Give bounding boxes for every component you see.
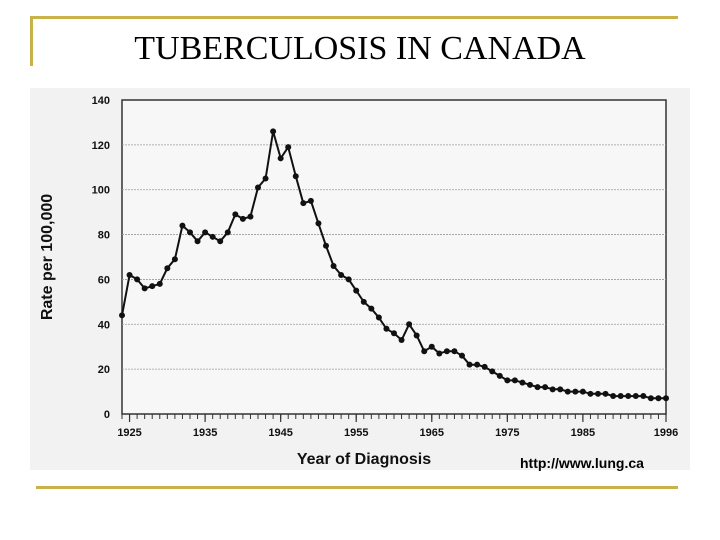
data-point: [232, 211, 239, 218]
x-tick-label: 1965: [420, 427, 444, 439]
slide-title: TUBERCULOSIS IN CANADA: [134, 30, 586, 67]
data-point: [338, 271, 345, 278]
data-point: [602, 390, 609, 397]
x-tick-label: 1975: [495, 427, 519, 439]
data-point: [277, 155, 284, 162]
y-tick-label: 40: [98, 319, 110, 331]
data-point: [406, 321, 413, 328]
data-point: [262, 175, 269, 182]
data-point: [375, 314, 382, 321]
data-point: [451, 348, 458, 355]
data-point: [292, 173, 299, 180]
data-point: [459, 352, 465, 359]
source-url: http://www.lung.ca: [520, 455, 644, 471]
data-point: [534, 384, 541, 391]
data-point: [428, 343, 435, 350]
data-point: [179, 222, 186, 229]
y-axis-title: Rate per 100,000: [39, 194, 56, 320]
data-point: [239, 215, 246, 222]
data-point: [330, 262, 337, 269]
y-tick-label: 80: [98, 230, 110, 242]
y-tick-label: 60: [98, 274, 110, 286]
data-point: [443, 348, 450, 355]
data-point: [360, 298, 367, 305]
data-point: [413, 332, 420, 339]
x-tick-label: 1996: [654, 427, 678, 439]
data-point: [224, 229, 231, 236]
data-point: [519, 379, 526, 386]
data-point: [572, 388, 579, 395]
y-tick-label: 20: [98, 364, 110, 376]
data-point: [617, 393, 624, 400]
data-point: [663, 395, 669, 402]
data-point: [587, 390, 594, 397]
x-tick-label: 1945: [268, 427, 292, 439]
data-point: [610, 393, 617, 400]
data-point: [391, 330, 397, 337]
data-point: [353, 287, 360, 294]
y-tick-label: 0: [104, 409, 110, 421]
plot-frame: [121, 99, 667, 415]
data-point: [655, 395, 662, 402]
data-point: [149, 283, 156, 290]
data-point: [398, 336, 405, 343]
data-point: [640, 393, 647, 400]
data-point: [141, 285, 148, 292]
x-tick-label: 1935: [193, 427, 217, 439]
data-point: [270, 128, 277, 135]
data-point: [368, 305, 375, 312]
data-point: [511, 377, 518, 384]
top-rule: [30, 16, 678, 19]
tb-line-chart: 0 20 40 60 80 100 120 140 1925 1935 1945 1955 1965 19…: [39, 95, 678, 468]
x-axis-title: Year of Diagnosis: [297, 451, 431, 468]
data-point: [194, 238, 201, 245]
data-point: [255, 184, 261, 191]
data-point: [436, 350, 443, 357]
data-point: [579, 388, 586, 395]
x-tick-label: 1955: [344, 427, 368, 439]
data-point: [595, 390, 601, 397]
data-point: [504, 377, 511, 384]
bottom-rule: [36, 486, 678, 489]
data-point: [119, 312, 125, 319]
data-point: [285, 144, 292, 151]
data-point: [315, 220, 322, 227]
data-point: [489, 368, 496, 375]
y-tick-label: 140: [92, 95, 110, 107]
data-point: [247, 213, 254, 220]
x-tick-label: 1925: [117, 427, 141, 439]
data-point: [164, 265, 171, 272]
data-point: [202, 229, 209, 236]
data-point: [209, 233, 216, 240]
left-rule: [30, 16, 33, 66]
y-tick-label: 120: [92, 140, 110, 152]
data-point: [564, 388, 571, 395]
data-point: [527, 381, 533, 388]
data-point: [647, 395, 654, 402]
data-point: [383, 325, 390, 332]
data-point: [542, 384, 549, 391]
data-point: [466, 361, 473, 368]
y-tick-label: 100: [92, 185, 110, 197]
data-point: [549, 386, 556, 393]
data-point: [323, 242, 329, 249]
data-point: [557, 386, 564, 393]
data-point: [481, 363, 488, 370]
data-point: [625, 393, 632, 400]
data-point: [632, 393, 639, 400]
data-point: [300, 200, 307, 207]
data-point: [217, 238, 224, 245]
data-point: [134, 276, 141, 283]
data-point: [187, 229, 193, 236]
data-point: [156, 280, 163, 287]
data-point: [307, 197, 314, 204]
chart-area: 0 20 40 60 80 100 120 140 1925 1935 1945 1955 1965 19…: [30, 88, 690, 470]
data-point: [345, 276, 352, 283]
data-point: [421, 348, 428, 355]
data-point: [171, 256, 178, 263]
data-point: [126, 271, 133, 278]
x-tick-label: 1985: [571, 427, 595, 439]
data-point: [474, 361, 481, 368]
data-point: [496, 372, 503, 379]
